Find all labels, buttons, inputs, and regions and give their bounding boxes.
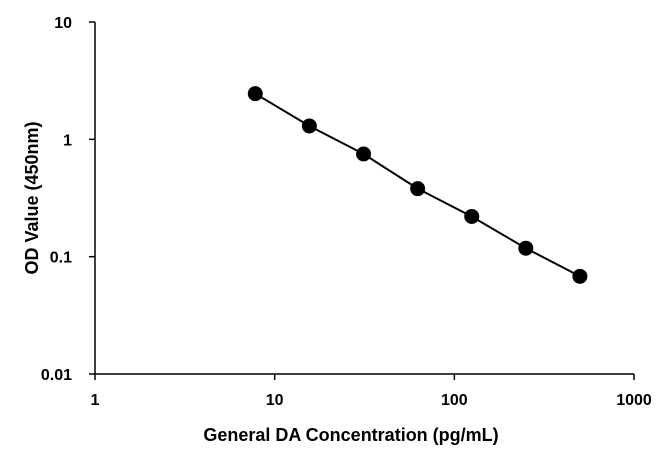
y-tick-label: 0.1	[50, 250, 72, 267]
x-axis-title: General DA Concentration (pg/mL)	[203, 425, 498, 445]
data-point	[356, 146, 372, 162]
x-tick-label: 1000	[616, 392, 652, 409]
data-point	[301, 118, 317, 134]
data-point	[572, 268, 588, 284]
y-tick-label: 10	[54, 15, 72, 32]
series-layer	[247, 86, 588, 284]
x-axis-ticks: 1 10 100 1000	[91, 374, 652, 409]
y-axis-title: OD Value (450nm)	[22, 121, 42, 274]
data-point	[518, 240, 534, 256]
data-point	[247, 86, 263, 102]
x-tick-label: 1	[91, 392, 100, 409]
x-tick-label: 100	[441, 392, 468, 409]
x-tick-label: 10	[266, 392, 284, 409]
y-tick-label: 1	[63, 132, 72, 149]
y-axis-ticks: 0.01 0.1 1 10	[41, 15, 95, 384]
data-point	[410, 181, 426, 197]
y-tick-label: 0.01	[41, 367, 72, 384]
data-point	[464, 208, 480, 224]
